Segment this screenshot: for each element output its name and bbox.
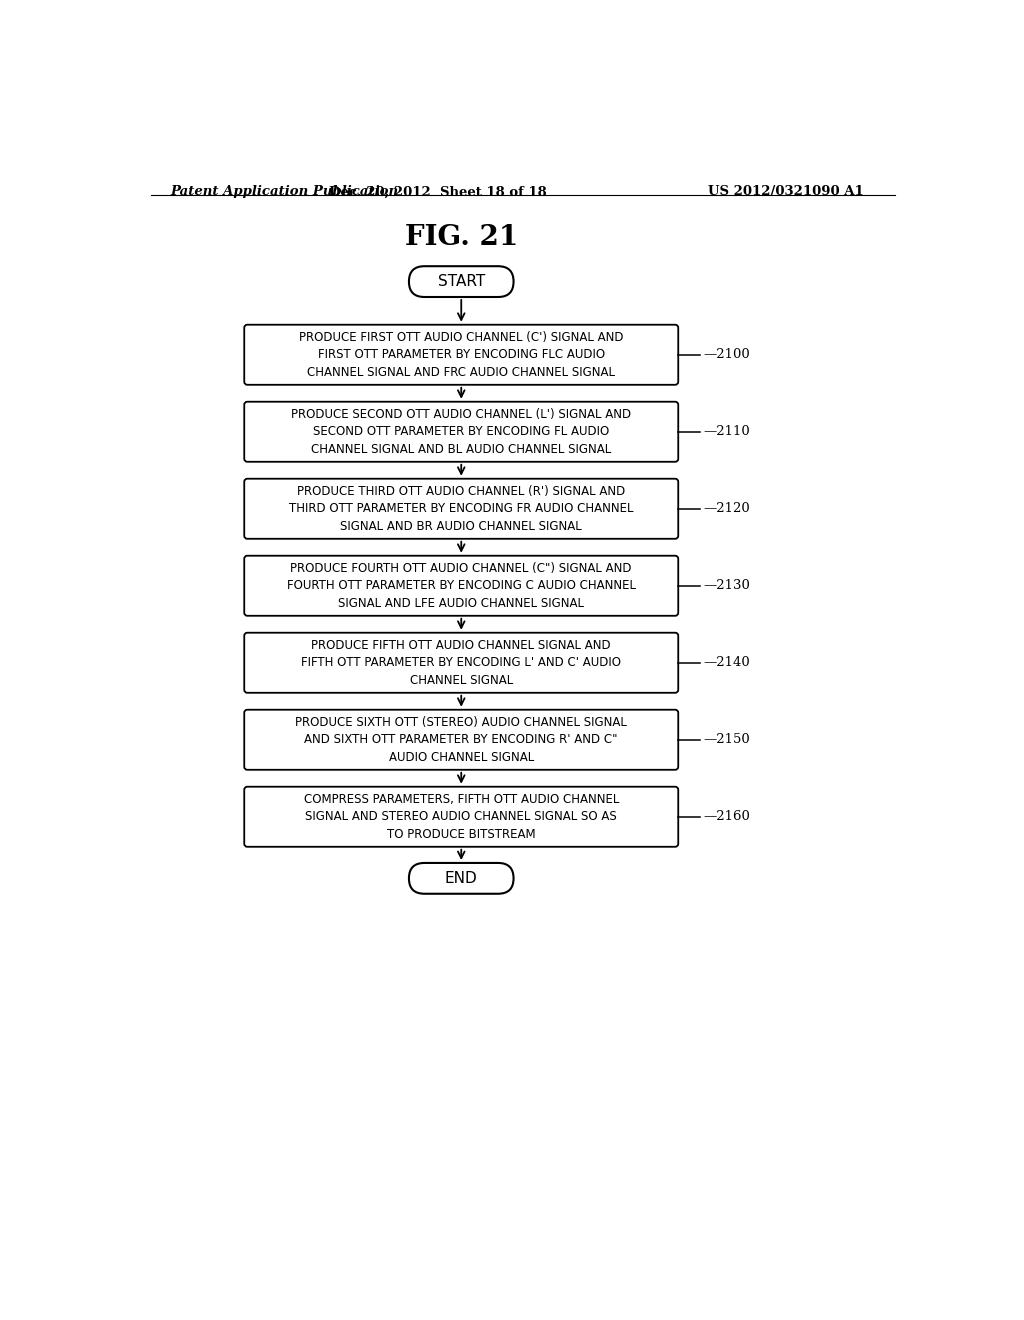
- Text: —2150: —2150: [703, 733, 750, 746]
- Text: COMPRESS PARAMETERS, FIFTH OTT AUDIO CHANNEL
SIGNAL AND STEREO AUDIO CHANNEL SIG: COMPRESS PARAMETERS, FIFTH OTT AUDIO CHA…: [303, 793, 618, 841]
- Text: —2100: —2100: [703, 348, 750, 362]
- FancyBboxPatch shape: [245, 401, 678, 462]
- FancyBboxPatch shape: [245, 632, 678, 693]
- Text: —2110: —2110: [703, 425, 750, 438]
- FancyBboxPatch shape: [245, 479, 678, 539]
- Text: —2160: —2160: [703, 810, 750, 824]
- Text: —2130: —2130: [703, 579, 750, 593]
- Text: Patent Application Publication: Patent Application Publication: [171, 185, 398, 198]
- FancyBboxPatch shape: [409, 267, 514, 297]
- FancyBboxPatch shape: [245, 710, 678, 770]
- Text: PRODUCE FIFTH OTT AUDIO CHANNEL SIGNAL AND
FIFTH OTT PARAMETER BY ENCODING L' AN: PRODUCE FIFTH OTT AUDIO CHANNEL SIGNAL A…: [301, 639, 622, 686]
- Text: PRODUCE SIXTH OTT (STEREO) AUDIO CHANNEL SIGNAL
AND SIXTH OTT PARAMETER BY ENCOD: PRODUCE SIXTH OTT (STEREO) AUDIO CHANNEL…: [295, 715, 627, 764]
- Text: US 2012/0321090 A1: US 2012/0321090 A1: [709, 185, 864, 198]
- Text: FIG. 21: FIG. 21: [404, 224, 518, 251]
- Text: Dec. 20, 2012  Sheet 18 of 18: Dec. 20, 2012 Sheet 18 of 18: [329, 185, 547, 198]
- Text: PRODUCE FOURTH OTT AUDIO CHANNEL (C") SIGNAL AND
FOURTH OTT PARAMETER BY ENCODIN: PRODUCE FOURTH OTT AUDIO CHANNEL (C") SI…: [287, 562, 636, 610]
- Text: —2120: —2120: [703, 502, 750, 515]
- FancyBboxPatch shape: [245, 787, 678, 847]
- Text: —2140: —2140: [703, 656, 750, 669]
- Text: START: START: [437, 275, 485, 289]
- Text: PRODUCE SECOND OTT AUDIO CHANNEL (L') SIGNAL AND
SECOND OTT PARAMETER BY ENCODIN: PRODUCE SECOND OTT AUDIO CHANNEL (L') SI…: [291, 408, 632, 455]
- FancyBboxPatch shape: [245, 556, 678, 615]
- FancyBboxPatch shape: [245, 325, 678, 385]
- Text: END: END: [444, 871, 477, 886]
- FancyBboxPatch shape: [409, 863, 514, 894]
- Text: PRODUCE FIRST OTT AUDIO CHANNEL (C') SIGNAL AND
FIRST OTT PARAMETER BY ENCODING : PRODUCE FIRST OTT AUDIO CHANNEL (C') SIG…: [299, 331, 624, 379]
- Text: PRODUCE THIRD OTT AUDIO CHANNEL (R') SIGNAL AND
THIRD OTT PARAMETER BY ENCODING : PRODUCE THIRD OTT AUDIO CHANNEL (R') SIG…: [289, 484, 634, 533]
